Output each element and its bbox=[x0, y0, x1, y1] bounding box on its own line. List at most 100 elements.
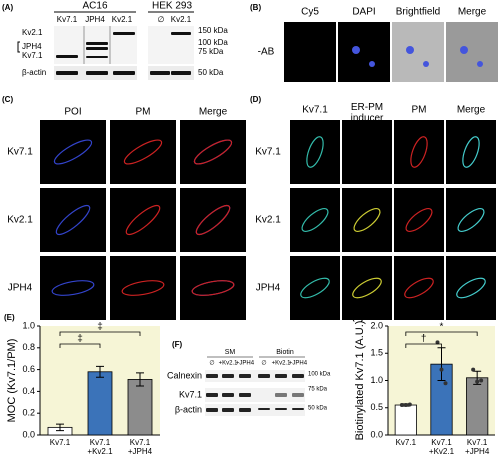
y-tick-label: 0.6 bbox=[22, 364, 35, 374]
cell bbox=[404, 277, 434, 299]
band bbox=[150, 71, 170, 75]
cell bbox=[121, 280, 165, 296]
lane-label: ∅ bbox=[209, 360, 214, 367]
lane-label: +JPH4 bbox=[236, 361, 255, 367]
nucleus bbox=[406, 46, 414, 54]
micrograph bbox=[284, 22, 336, 82]
column-header: Cy5 bbox=[301, 7, 319, 18]
band bbox=[292, 393, 304, 397]
significance-label: * bbox=[440, 322, 444, 333]
nucleus bbox=[369, 61, 375, 67]
cell bbox=[456, 277, 486, 299]
x-tick-label: Kv7.1 bbox=[130, 438, 151, 447]
lane-label: +Kv2.1 bbox=[219, 361, 239, 367]
column-header: POI bbox=[64, 107, 81, 118]
lane-label: ∅ bbox=[261, 360, 266, 367]
micrograph bbox=[290, 256, 340, 320]
band bbox=[171, 71, 191, 75]
micrograph bbox=[446, 120, 496, 184]
column-header: Merge bbox=[457, 105, 486, 116]
cell bbox=[353, 208, 381, 232]
bar bbox=[127, 379, 153, 436]
band bbox=[56, 55, 78, 58]
band bbox=[258, 374, 270, 378]
x-tick-label: +JPH4 bbox=[465, 447, 490, 456]
panel-label: (E) bbox=[4, 313, 15, 322]
x-tick-label: Kv7.1 bbox=[396, 438, 417, 447]
data-point bbox=[403, 403, 408, 408]
error-bar bbox=[56, 423, 64, 432]
band bbox=[206, 408, 218, 412]
y-axis-label: Biotinylated Kv7.1 (A.U.) bbox=[354, 321, 366, 441]
row-label: JPH4 bbox=[8, 283, 33, 294]
cell bbox=[301, 208, 329, 232]
band bbox=[275, 374, 287, 378]
cell bbox=[410, 136, 428, 168]
marker-label: 75 kDa bbox=[308, 387, 328, 393]
cell bbox=[462, 136, 480, 168]
band bbox=[86, 42, 108, 45]
micrograph bbox=[392, 22, 444, 82]
cell bbox=[300, 277, 330, 299]
cell bbox=[405, 208, 433, 232]
lane-label: ∅ bbox=[158, 15, 165, 24]
band bbox=[222, 374, 234, 378]
data-point bbox=[407, 402, 412, 407]
column-header: DAPI bbox=[352, 7, 375, 18]
band bbox=[113, 71, 135, 75]
bracket bbox=[17, 41, 20, 53]
group-label: HEK 293 bbox=[152, 1, 192, 12]
band bbox=[239, 393, 251, 397]
x-tick-label: +Kv2.1 bbox=[429, 447, 455, 456]
column-header: Merge bbox=[199, 107, 228, 118]
lane-label: +JPH4 bbox=[289, 361, 308, 367]
x-tick-label: +Kv2.1 bbox=[87, 447, 113, 456]
nucleus bbox=[460, 46, 468, 54]
row-label: Kv2.1 bbox=[22, 28, 43, 37]
micrograph bbox=[110, 120, 176, 184]
marker-label: 50 kDa bbox=[308, 406, 328, 412]
row-label: Kv7.1 bbox=[7, 147, 33, 158]
column-header: ER-PM inducer bbox=[350, 102, 384, 124]
bar bbox=[87, 371, 113, 436]
blot bbox=[205, 388, 305, 402]
micrograph bbox=[394, 120, 444, 184]
data-point bbox=[439, 367, 444, 372]
panel-label: (G) bbox=[352, 313, 364, 322]
band bbox=[171, 32, 191, 35]
blot bbox=[148, 26, 194, 64]
cell bbox=[53, 139, 93, 165]
band bbox=[206, 393, 218, 397]
column-header: PM bbox=[136, 107, 151, 118]
band bbox=[86, 47, 108, 50]
data-point bbox=[479, 378, 484, 383]
band bbox=[86, 56, 108, 58]
y-tick-label: 0.5 bbox=[370, 402, 383, 412]
band bbox=[275, 393, 287, 397]
micrograph bbox=[180, 120, 246, 184]
group-label: Biotin bbox=[276, 349, 294, 356]
significance-bracket bbox=[59, 343, 101, 348]
micrograph bbox=[394, 188, 444, 252]
row-label: β-actin bbox=[175, 404, 202, 414]
significance-bracket bbox=[405, 343, 442, 348]
micrograph bbox=[290, 188, 340, 252]
significance-bracket bbox=[405, 331, 478, 336]
row-label: Calnexin bbox=[167, 370, 202, 380]
lane-label: +Kv2.1 bbox=[272, 361, 292, 367]
band bbox=[275, 408, 287, 410]
micrograph bbox=[342, 256, 392, 320]
micrograph bbox=[40, 120, 106, 184]
bar bbox=[466, 377, 489, 436]
y-tick-label: 1.0 bbox=[370, 375, 383, 385]
cell bbox=[51, 280, 95, 296]
data-point bbox=[471, 367, 476, 372]
band bbox=[292, 408, 304, 410]
blot bbox=[205, 370, 305, 382]
marker-label: 100 kDa bbox=[308, 372, 331, 378]
row-label: Kv2.1 bbox=[255, 215, 281, 226]
marker-label: 150 kDa bbox=[198, 26, 228, 35]
blot bbox=[205, 404, 305, 416]
band bbox=[113, 32, 135, 35]
x-tick-label: Kv7.1 bbox=[90, 438, 111, 447]
